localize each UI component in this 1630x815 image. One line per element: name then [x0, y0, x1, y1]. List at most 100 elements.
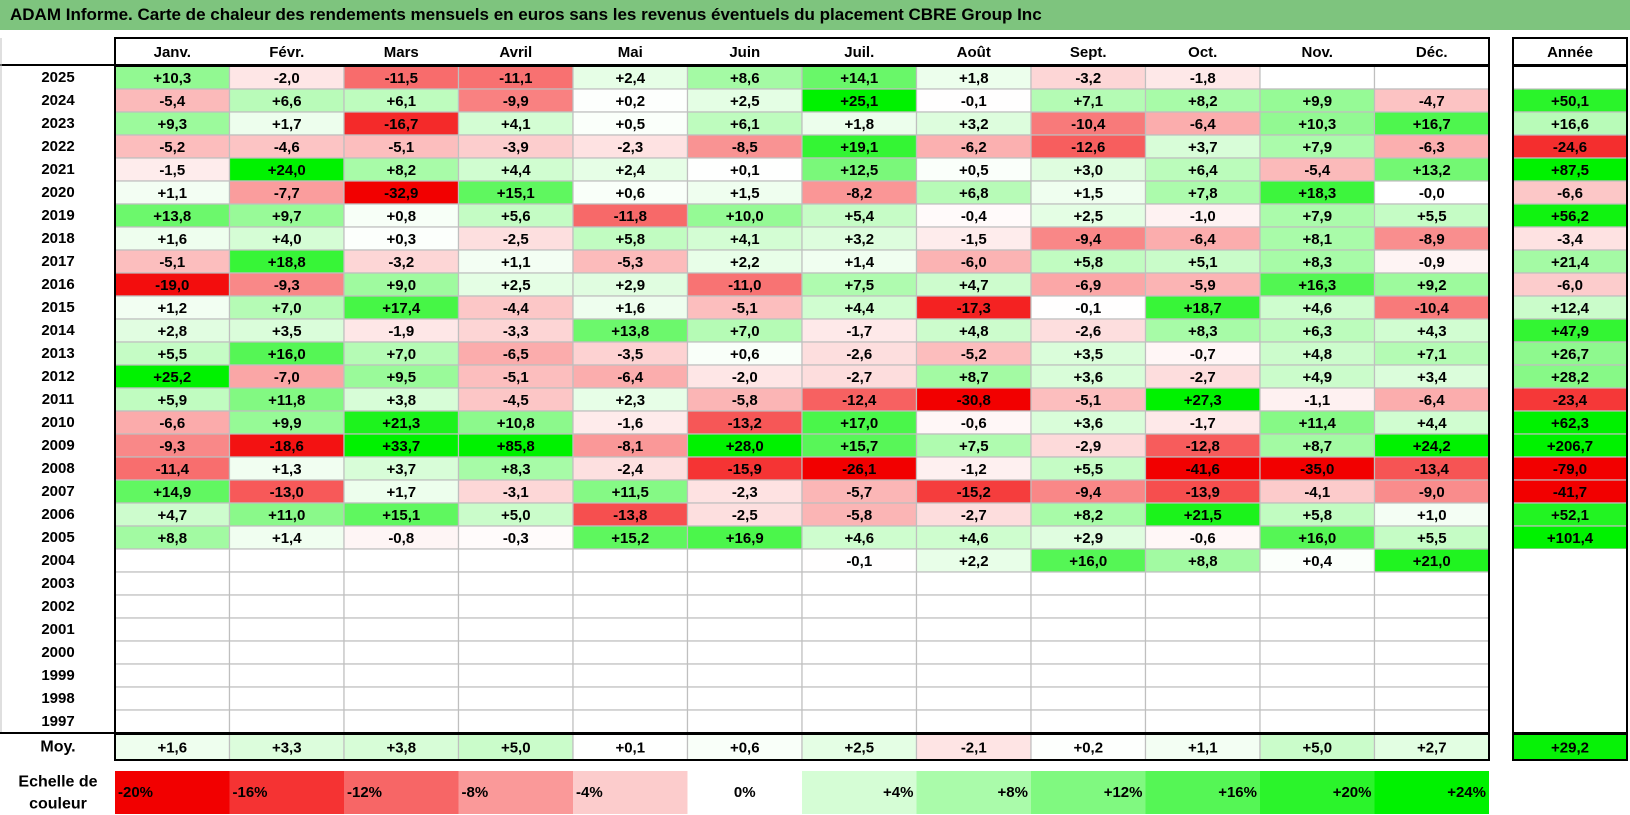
heat-cell	[915, 617, 1032, 642]
cell-value: -0,1	[961, 93, 987, 110]
cell-value: +5,5	[1417, 530, 1447, 547]
cell-value: +4,7	[157, 507, 187, 524]
cell-value: +28,0	[726, 438, 764, 455]
month-header-11: Nov.	[1302, 44, 1333, 61]
heat-cell	[1259, 709, 1376, 734]
cell-value: +5,0	[501, 507, 531, 524]
cell-value: +18,7	[1184, 300, 1222, 317]
average-cell	[457, 733, 574, 761]
month-header-10: Oct.	[1188, 44, 1217, 61]
annual-value: -24,6	[1553, 139, 1587, 156]
cell-value: -13,9	[1186, 484, 1220, 501]
cell-value: +24,2	[1413, 438, 1451, 455]
cell-value: +0,1	[730, 162, 760, 179]
month-header-12: Déc.	[1416, 44, 1448, 61]
cell-value: -13,8	[613, 507, 647, 524]
cell-value: +14,1	[840, 70, 878, 87]
cell-value: +18,3	[1298, 185, 1336, 202]
cell-value: -5,9	[1190, 277, 1216, 294]
cell-value: +2,2	[959, 553, 989, 570]
heat-cell	[343, 663, 460, 688]
cell-value: +5,6	[501, 208, 531, 225]
year-label-2015: 2015	[41, 299, 74, 316]
heat-cell	[915, 640, 1032, 665]
heat-cell	[457, 663, 574, 688]
cell-value: -2,3	[617, 139, 643, 156]
heat-cell	[1259, 663, 1376, 688]
cell-value: -4,6	[274, 139, 300, 156]
cell-value: -0,6	[1190, 530, 1216, 547]
cell-value: -1,0	[1190, 208, 1216, 225]
scale-label: +24%	[1447, 784, 1486, 801]
heat-cell	[801, 571, 918, 596]
cell-value: +21,5	[1184, 507, 1222, 524]
cell-value: -1,7	[846, 323, 872, 340]
cell-value: +9,9	[272, 415, 302, 432]
cell-value: -2,9	[1075, 438, 1101, 455]
heat-cell	[1259, 571, 1376, 596]
cell-value: -41,6	[1186, 461, 1220, 478]
heat-cell	[686, 571, 803, 596]
average-cell	[114, 733, 231, 761]
cell-value: -9,4	[1075, 484, 1102, 501]
cell-value: +4,3	[1417, 323, 1447, 340]
cell-value: -1,5	[159, 162, 185, 179]
cell-value: +2,3	[615, 392, 645, 409]
cell-value: -5,1	[732, 300, 758, 317]
average-value: +5,0	[501, 740, 531, 757]
heat-cell	[1030, 617, 1147, 642]
cell-value: +5,8	[1302, 507, 1332, 524]
heat-cell	[1030, 663, 1147, 688]
cell-value: -35,0	[1300, 461, 1334, 478]
heat-cell	[915, 571, 1032, 596]
year-label-2021: 2021	[41, 161, 74, 178]
cell-value: +4,6	[1302, 300, 1332, 317]
average-cell	[343, 733, 460, 761]
heat-cell	[801, 640, 918, 665]
cell-value: -0,0	[1419, 185, 1445, 202]
cell-value: +3,2	[959, 116, 989, 133]
cell-value: +1,8	[844, 116, 874, 133]
scale-swatch	[115, 771, 230, 814]
average-value: +5,0	[1302, 740, 1332, 757]
cell-value: +7,9	[1302, 139, 1332, 156]
annual-cell	[1513, 664, 1627, 687]
cell-value: -2,3	[732, 484, 758, 501]
heat-cell	[1259, 686, 1376, 711]
cell-value: +33,7	[382, 438, 420, 455]
month-header-9: Sept.	[1070, 44, 1107, 61]
cell-value: -5,1	[388, 139, 414, 156]
average-value: +2,7	[1417, 740, 1447, 757]
heat-cell	[228, 571, 345, 596]
cell-value: -8,2	[846, 185, 872, 202]
year-label-2012: 2012	[41, 368, 74, 385]
annual-value: +52,1	[1551, 507, 1589, 524]
cell-value: +6,3	[1302, 323, 1332, 340]
heat-cell	[686, 548, 803, 573]
cell-value: +25,2	[153, 369, 191, 386]
heat-cell	[114, 571, 231, 596]
cell-value: -3,1	[503, 484, 529, 501]
cell-value: +8,2	[1188, 93, 1218, 110]
cell-value: -30,8	[957, 392, 991, 409]
cell-value: -3,2	[388, 254, 414, 271]
heat-cell	[457, 594, 574, 619]
annual-value: -6,0	[1557, 277, 1583, 294]
cell-value: +6,8	[959, 185, 989, 202]
cell-value: +27,3	[1184, 392, 1222, 409]
annual-value: +206,7	[1547, 438, 1593, 455]
cell-value: +8,7	[959, 369, 989, 386]
cell-value: -4,7	[1419, 93, 1445, 110]
cell-value: +3,5	[1073, 346, 1103, 363]
scale-swatch	[687, 771, 802, 814]
cell-value: -13,4	[1415, 461, 1450, 478]
heat-cell	[343, 640, 460, 665]
cell-value: +0,3	[386, 231, 416, 248]
cell-value: -1,8	[1190, 70, 1216, 87]
heat-cell	[1373, 617, 1490, 642]
month-header-6: Juin	[729, 44, 760, 61]
year-label-1997: 1997	[41, 713, 74, 730]
scale-swatch	[1145, 771, 1260, 814]
heat-cell	[801, 686, 918, 711]
cell-value: +3,8	[386, 392, 416, 409]
